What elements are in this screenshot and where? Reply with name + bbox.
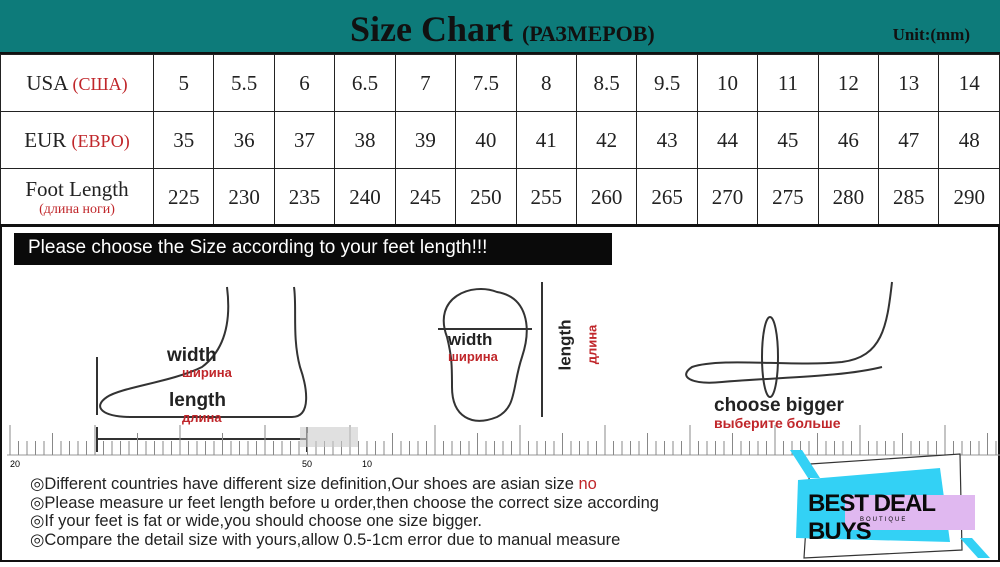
size-cell: 47 — [878, 111, 940, 169]
foot-illustrations — [96, 281, 893, 452]
size-cell: 36 — [213, 111, 275, 169]
sole-width-label-ru: ширина — [448, 349, 498, 364]
length-label-ru: длина — [182, 410, 222, 425]
size-cell: 41 — [515, 111, 577, 169]
instruction-banner: Please choose the Size according to your… — [14, 233, 612, 265]
logo-subtext: BOUTIQUE — [860, 517, 908, 523]
length-label: length — [169, 390, 226, 411]
width-label: width — [167, 345, 217, 366]
row-label: USA (США) — [0, 54, 154, 112]
notes-list: ◎Different countries have different size… — [30, 475, 659, 549]
choose-bigger-label-ru: выберите больше — [714, 415, 841, 431]
page-title: Size Chart (РАЗМЕРОВ) — [350, 9, 655, 49]
size-cell: 6 — [273, 54, 336, 112]
size-cell: 290 — [938, 168, 1000, 226]
size-cell: 11 — [757, 54, 819, 112]
size-cell: 42 — [575, 111, 638, 169]
size-cell: 45 — [757, 111, 819, 169]
sole-width-label: width — [448, 330, 493, 349]
row-label: EUR (ЕВРО) — [0, 111, 154, 169]
header-bar: Size Chart (РАЗМЕРОВ) Unit:(mm) — [0, 0, 1000, 54]
ruler-label: 10 — [362, 459, 373, 469]
size-cell: 46 — [817, 111, 880, 169]
size-cell: 8 — [515, 54, 577, 112]
logo-badge: BEST DEAL BUYS BOUTIQUE — [790, 450, 1000, 562]
size-cell: 6.5 — [334, 54, 396, 112]
size-cell: 270 — [696, 168, 759, 226]
table-row: Foot Length (длина ноги) 225 230 235 240 245 25… — [0, 168, 1000, 226]
size-cell: 260 — [575, 168, 638, 226]
width-label-ru: ширина — [182, 365, 232, 380]
size-cell: 280 — [817, 168, 880, 226]
size-cell: 225 — [152, 168, 215, 226]
size-cell: 12 — [817, 54, 880, 112]
ruler — [7, 425, 1000, 456]
size-cell: 35 — [152, 111, 215, 169]
size-cell: 38 — [334, 111, 396, 169]
size-cell: 39 — [394, 111, 457, 169]
sole-length-label: length — [555, 319, 575, 371]
unit-label: Unit:(mm) — [892, 25, 970, 44]
size-cell: 240 — [334, 168, 396, 226]
size-cell: 230 — [213, 168, 275, 226]
logo-text: BEST DEAL BUYS — [808, 490, 936, 545]
size-cell: 285 — [878, 168, 940, 226]
size-cell: 5 — [152, 54, 215, 112]
size-cell: 7 — [394, 54, 457, 112]
size-cell: 275 — [757, 168, 819, 226]
size-cell: 235 — [273, 168, 336, 226]
note-item: ◎Different countries have different size… — [30, 475, 597, 493]
size-table: USA (США) 5 5.5 6 6.5 7 7.5 8 8.5 9.5 10 11 12 13 14 EU… — [0, 54, 1000, 226]
size-cell: 48 — [938, 111, 1000, 169]
size-cell: 13 — [878, 54, 940, 112]
size-cell: 250 — [455, 168, 517, 226]
size-cell: 265 — [636, 168, 698, 226]
measure-guide: Please choose the Size according to your… — [0, 224, 1000, 562]
size-cell: 9.5 — [636, 54, 698, 112]
toe-drawing — [685, 281, 893, 384]
table-row: USA (США) 5 5.5 6 6.5 7 7.5 8 8.5 9.5 10 11 12 13 14 — [0, 54, 1000, 112]
ruler-label: 50 — [302, 459, 313, 469]
note-item: ◎Please measure ur feet length before u … — [30, 493, 659, 512]
side-foot-drawing — [99, 286, 308, 418]
size-cell: 10 — [696, 54, 759, 112]
size-cell: 255 — [515, 168, 577, 226]
size-cell: 37 — [273, 111, 336, 169]
choose-bigger-label: choose bigger — [714, 395, 844, 416]
ruler-label: 20 — [10, 459, 21, 469]
sole-length-label-ru: длина — [584, 324, 600, 365]
note-item: ◎Compare the detail size with yours,allo… — [30, 530, 621, 549]
size-cell: 40 — [455, 111, 517, 169]
size-cell: 245 — [394, 168, 457, 226]
row-label: Foot Length (длина ноги) — [0, 168, 154, 226]
size-cell: 5.5 — [213, 54, 275, 112]
size-cell: 7.5 — [455, 54, 517, 112]
size-cell: 8.5 — [575, 54, 638, 112]
note-item: ◎If your feet is fat or wide,you should … — [30, 512, 482, 530]
table-row: EUR (ЕВРО) 35 36 37 38 39 40 41 42 43 44 45 46 47 48 — [0, 111, 1000, 169]
size-cell: 44 — [696, 111, 759, 169]
sole-drawing — [442, 288, 528, 422]
size-cell: 43 — [636, 111, 698, 169]
size-cell: 14 — [938, 54, 1000, 112]
